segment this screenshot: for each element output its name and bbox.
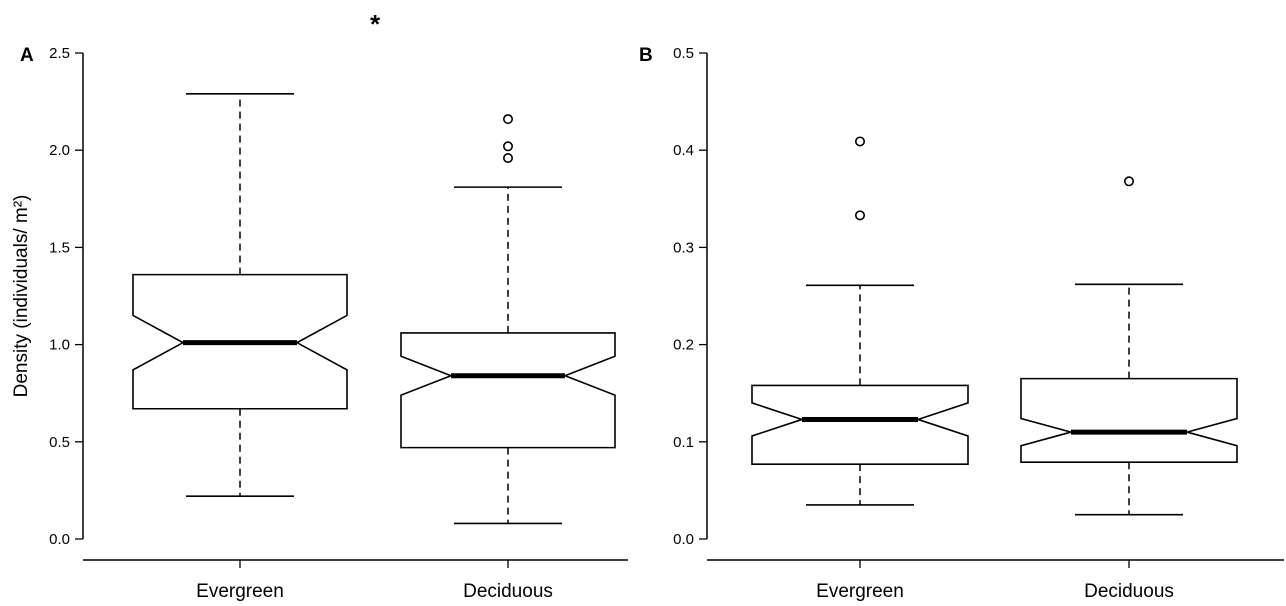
panel-letter: A: [20, 45, 34, 66]
notched-box: [400, 332, 616, 449]
y-tick-label: 0.5: [49, 434, 70, 451]
outlier-point: [502, 114, 513, 125]
y-tick-label: 0.0: [49, 531, 70, 548]
x-tick-label: Deciduous: [1084, 581, 1174, 602]
y-axis-label: Density (individuals/ m²): [11, 195, 32, 398]
box-evergreen: [132, 93, 348, 498]
outlier-point: [502, 141, 513, 152]
y-tick-label: 2.5: [49, 45, 70, 62]
x-tick-label: Deciduous: [463, 581, 553, 602]
y-tick-label: 2.0: [49, 142, 70, 159]
y-tick-label: 0.2: [673, 337, 694, 354]
box-deciduous: [400, 114, 616, 525]
panel-b: 0.0 0.1 0.2 0.3 0.4 0.5 Evergreen Deciduous B: [639, 45, 1284, 602]
y-tick-label: 0.0: [673, 531, 694, 548]
box-deciduous: [1020, 176, 1238, 516]
x-tick-label: Evergreen: [816, 581, 904, 602]
x-tick-label: Evergreen: [196, 581, 284, 602]
outlier-point: [1124, 176, 1135, 187]
significance-marker: *: [370, 9, 381, 39]
y-tick-label: 1.5: [49, 239, 70, 256]
outlier-point: [502, 152, 513, 163]
y-tick-label: 0.1: [673, 434, 694, 451]
notched-box: [1020, 377, 1238, 464]
y-tick-label: 0.4: [673, 142, 694, 159]
outlier-point: [854, 136, 865, 147]
box-evergreen: [751, 136, 969, 506]
y-tick-label: 0.3: [673, 239, 694, 256]
panel-a: 0.0 0.5 1.0 1.5 2.0 2.5 Evergreen Deciduous A Den…: [11, 9, 628, 602]
y-tick-label: 0.5: [673, 45, 694, 62]
panel-letter: B: [639, 45, 653, 66]
outlier-point: [854, 210, 865, 221]
notched-box: [751, 384, 969, 465]
y-tick-label: 1.0: [49, 337, 70, 354]
